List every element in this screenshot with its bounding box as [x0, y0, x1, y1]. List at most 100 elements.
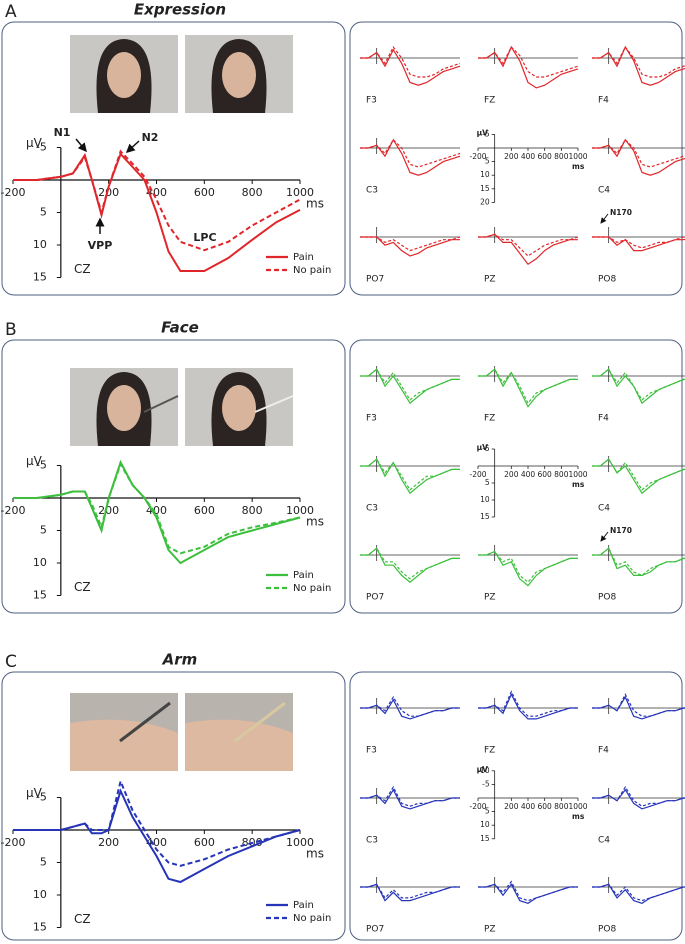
y-axis-label: μV: [26, 136, 43, 150]
small-erp-line: [478, 233, 578, 266]
small-erp-line: [360, 785, 460, 807]
scale-y-tick-label: -5: [482, 444, 490, 453]
annotation-arrow: [125, 140, 140, 154]
scale-y-tick-label: 10: [480, 495, 490, 504]
small-erp-line: [592, 547, 685, 577]
erp-line: [13, 149, 301, 252]
legend-label: No pain: [293, 913, 331, 924]
scale-x-label: ms: [572, 812, 585, 821]
x-tick-label: 600: [194, 836, 215, 849]
channel-label: PO8: [598, 593, 617, 603]
channel-label: F4: [598, 414, 609, 424]
channel-label: FZ: [484, 96, 495, 106]
scale-x-tick-label: 200: [504, 802, 519, 811]
small-erp-line: [360, 368, 460, 405]
channel-label: PZ: [484, 925, 496, 935]
channel-label: PO7: [366, 275, 384, 285]
channel-label: PO8: [598, 925, 617, 935]
channel-label: PO8: [598, 275, 617, 285]
channel-label: C3: [366, 504, 378, 514]
y-tick-label: 15: [33, 589, 47, 602]
x-tick-label: -200: [1, 186, 26, 199]
small-erp-line: [478, 46, 579, 78]
scale-y-label: μV: [477, 765, 489, 774]
photo-tool: [234, 701, 286, 743]
y-tick-label: 10: [33, 556, 47, 569]
small-erp-line: [360, 458, 460, 495]
scale-x-tick-label: 600: [538, 802, 553, 811]
channel-label: F4: [598, 96, 609, 106]
panel-title: Face: [161, 319, 199, 337]
scale-x-tick-label: 800: [554, 152, 569, 161]
channel-label: PO7: [366, 925, 384, 935]
erp-line: [13, 461, 301, 555]
legend-label: Pain: [293, 900, 314, 911]
small-erp-line: [478, 368, 578, 405]
erp-line: [13, 778, 301, 867]
channel-label: C3: [366, 836, 378, 846]
y-tick-label: 15: [33, 271, 47, 284]
small-erp-line: [360, 883, 460, 899]
channel-label: PO7: [366, 593, 384, 603]
x-tick-label: 1000: [286, 186, 314, 199]
x-tick-label: 600: [194, 186, 215, 199]
annotation: N170: [610, 208, 632, 217]
annotation: N2: [142, 131, 159, 144]
legend-label: No pain: [293, 583, 331, 594]
y-tick-label: 15: [33, 921, 47, 934]
scale-x-label: ms: [572, 162, 585, 171]
small-erp-line: [592, 458, 685, 495]
legend-label: Pain: [293, 252, 314, 263]
panel-title: Expression: [134, 1, 226, 19]
x-tick-label: 600: [194, 504, 215, 517]
scale-y-tick-label: -5: [482, 779, 490, 788]
scale-x-tick-label: 400: [521, 152, 536, 161]
channel-label: F3: [366, 414, 377, 424]
channel-label: CZ: [74, 912, 91, 926]
small-erp-line: [360, 547, 460, 580]
scale-x-tick-label: 1000: [568, 152, 587, 161]
annotation: VPP: [88, 239, 113, 252]
scale-y-tick-label: 10: [480, 820, 490, 829]
photo-face: [107, 385, 141, 431]
small-erp-line: [478, 690, 578, 717]
scale-y-tick-label: 5: [485, 478, 490, 487]
scale-y-label: μV: [477, 128, 489, 137]
small-erp-line: [592, 785, 685, 807]
x-tick-label: 200: [98, 836, 119, 849]
x-tick-label: 1000: [286, 836, 314, 849]
x-axis-label: ms: [306, 515, 324, 529]
scale-x-tick-label: -200: [469, 802, 486, 811]
channel-label: FZ: [484, 414, 495, 424]
small-erp-line: [360, 695, 460, 717]
annotation-arrow: [600, 213, 609, 224]
annotation: N1: [54, 126, 71, 139]
y-tick-label: 5: [40, 206, 47, 219]
y-tick-label: -5: [36, 791, 47, 804]
panel-box: [349, 339, 683, 614]
small-erp-line: [360, 458, 460, 491]
photo-tool: [119, 701, 171, 743]
channel-label: F3: [366, 96, 377, 106]
channel-label: F3: [366, 746, 377, 756]
panel-box: [349, 671, 683, 941]
annotation: N170: [610, 526, 632, 535]
x-tick-label: 800: [242, 186, 263, 199]
scale-x-tick-label: 800: [554, 802, 569, 811]
scale-x-tick-label: 400: [521, 802, 536, 811]
scale-y-tick-label: -10: [477, 766, 489, 775]
small-erp-line: [592, 236, 685, 249]
small-erp-line: [592, 236, 685, 252]
x-axis-label: ms: [306, 197, 324, 211]
small-erp-line: [478, 368, 578, 408]
panel-box: [1, 21, 346, 296]
panel-box: [349, 21, 683, 296]
scale-y-tick-label: 15: [480, 512, 490, 521]
photo-arm: [185, 719, 293, 771]
panel-label: B: [5, 320, 17, 340]
annotation-arrow: [75, 138, 87, 153]
channel-label: C3: [366, 186, 378, 196]
scale-y-tick-label: 20: [480, 197, 490, 206]
channel-label: C4: [598, 504, 610, 514]
panel-label: C: [5, 652, 17, 672]
